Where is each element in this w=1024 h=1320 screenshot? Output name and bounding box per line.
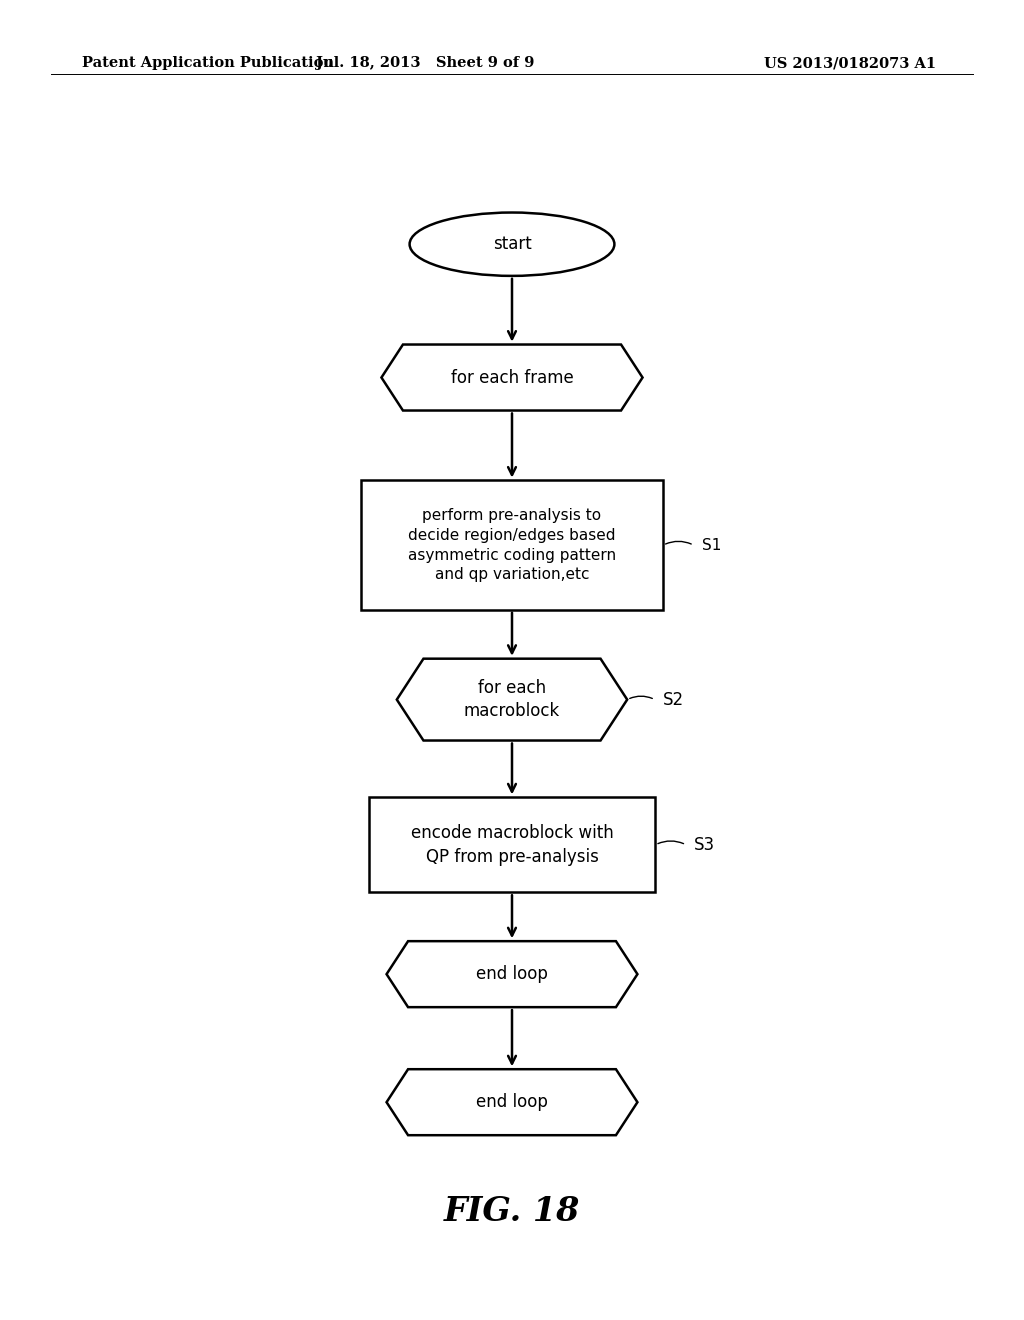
Text: US 2013/0182073 A1: US 2013/0182073 A1 (764, 57, 936, 70)
Text: Patent Application Publication: Patent Application Publication (82, 57, 334, 70)
Text: start: start (493, 235, 531, 253)
Ellipse shape (410, 213, 614, 276)
Polygon shape (387, 1069, 637, 1135)
Text: FIG. 18: FIG. 18 (443, 1196, 581, 1228)
Text: for each frame: for each frame (451, 368, 573, 387)
Bar (369, 797, 655, 892)
Text: encode macroblock with
QP from pre-analysis: encode macroblock with QP from pre-analy… (411, 824, 613, 866)
Polygon shape (381, 345, 643, 411)
Text: S3: S3 (694, 836, 716, 854)
Polygon shape (397, 659, 627, 741)
Text: S1: S1 (702, 537, 721, 553)
Bar (361, 480, 664, 610)
Text: perform pre-analysis to
decide region/edges based
asymmetric coding pattern
and : perform pre-analysis to decide region/ed… (408, 508, 616, 582)
Text: S2: S2 (664, 690, 684, 709)
Text: Jul. 18, 2013   Sheet 9 of 9: Jul. 18, 2013 Sheet 9 of 9 (315, 57, 535, 70)
Text: end loop: end loop (476, 965, 548, 983)
Text: for each
macroblock: for each macroblock (464, 678, 560, 721)
Text: end loop: end loop (476, 1093, 548, 1111)
Polygon shape (387, 941, 637, 1007)
